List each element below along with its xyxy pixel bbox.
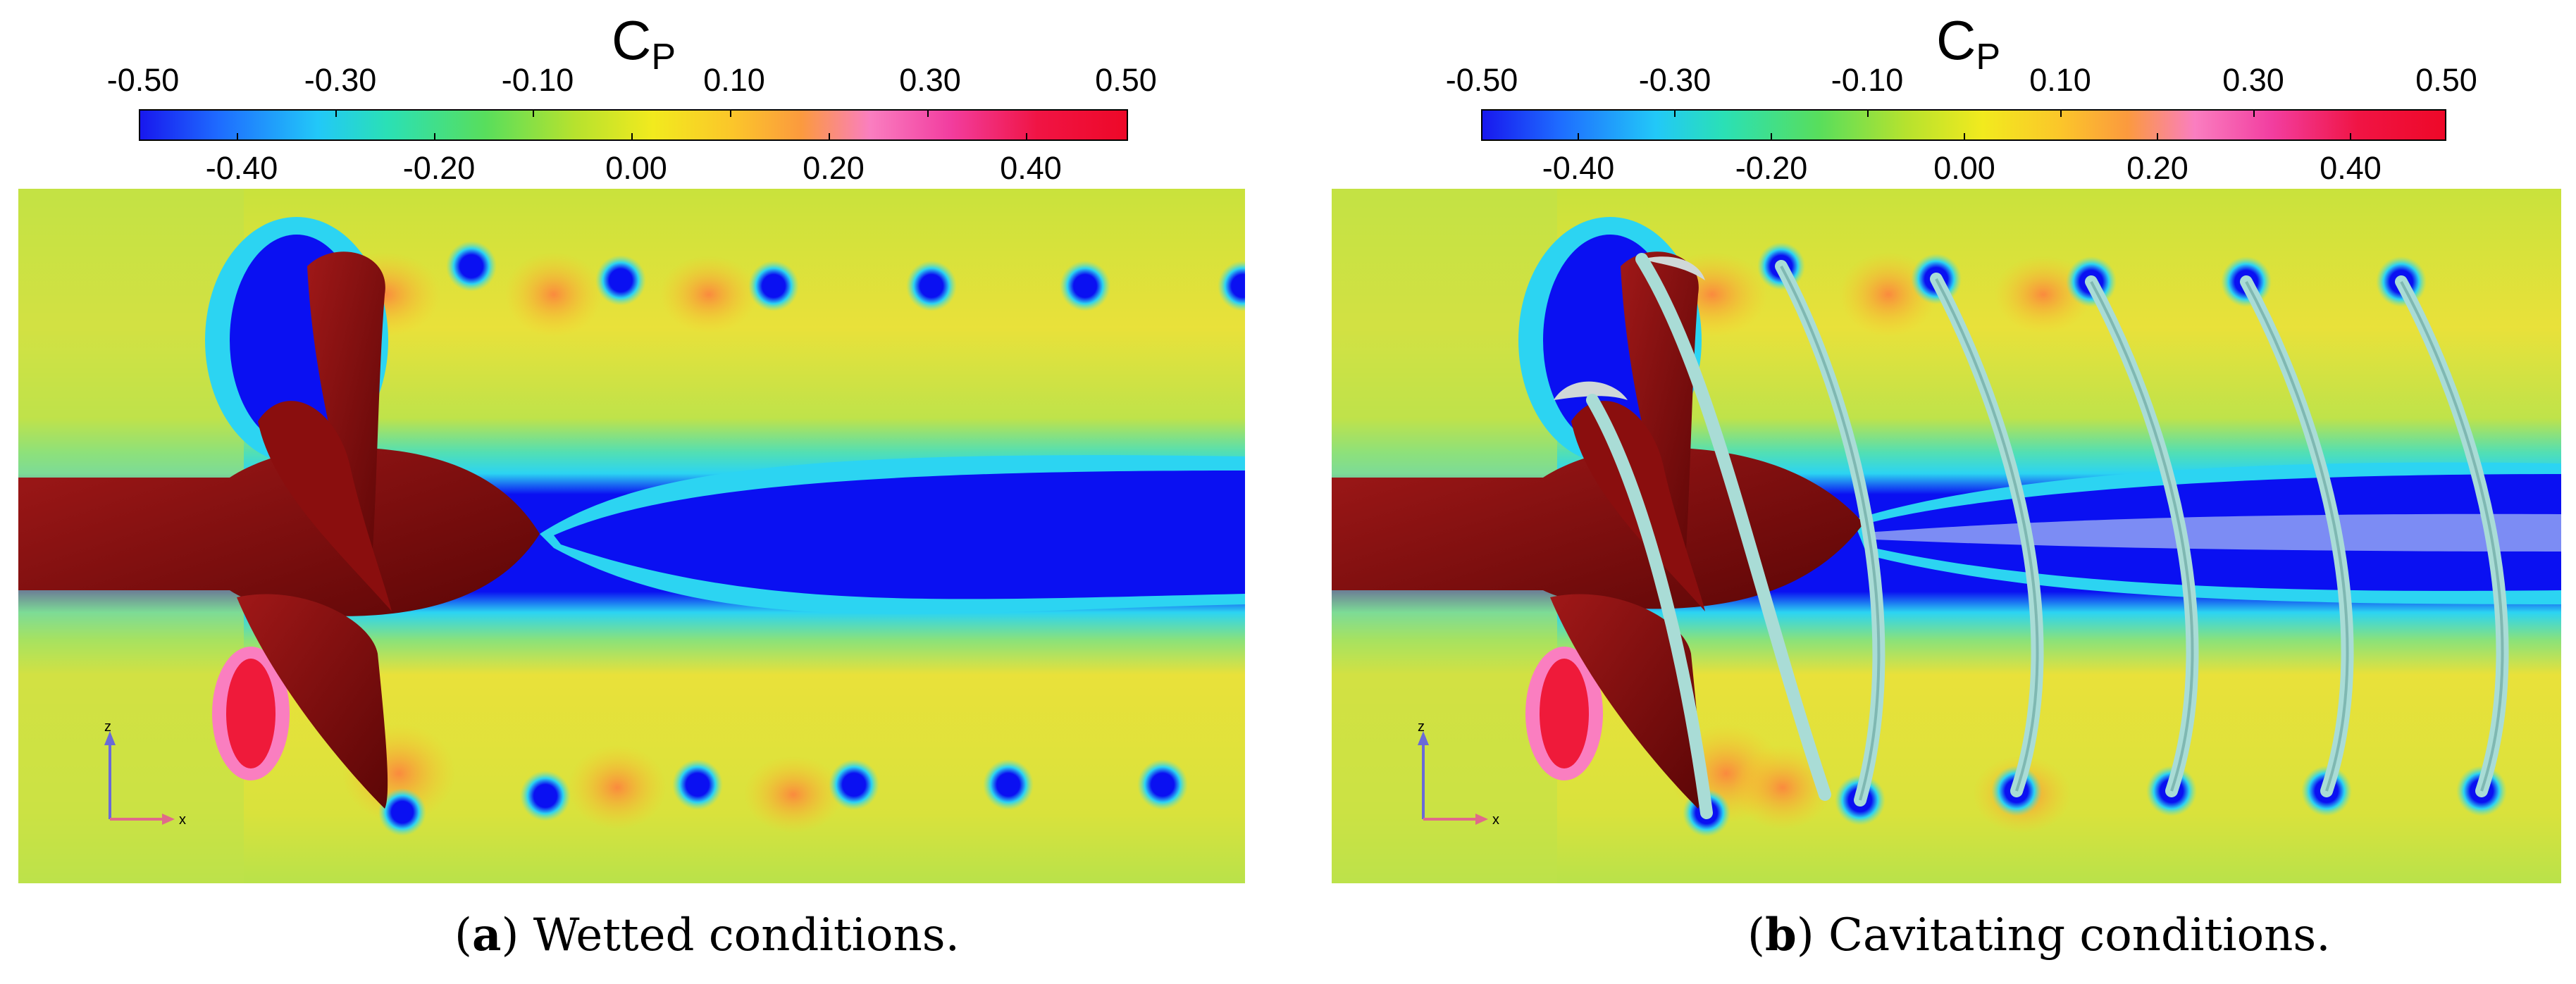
tick-label: -0.10 — [501, 62, 574, 98]
tick-mark — [1867, 109, 1869, 117]
colorbar-title: CP — [1936, 9, 2001, 77]
tick-mark — [237, 133, 238, 141]
tick-label: 0.10 — [703, 62, 765, 98]
tick-mark — [1674, 109, 1676, 117]
tick-mark — [1026, 133, 1027, 141]
tick-label: -0.30 — [304, 62, 377, 98]
tick-label: 0.30 — [2222, 62, 2284, 98]
colorbar-title: CP — [612, 9, 676, 77]
axis-z-label: z — [104, 719, 111, 735]
panel-wetted: CP -0.50 -0.30 -0.10 0.10 0.30 0.50 -0.4… — [0, 0, 1268, 984]
tick-label: -0.20 — [402, 150, 476, 186]
tick-mark — [335, 109, 337, 117]
tick-mark — [2157, 133, 2158, 141]
panel-cavitating: CP -0.50 -0.30 -0.10 0.10 0.30 0.50 -0.4… — [1325, 0, 2576, 984]
tick-mark — [533, 109, 534, 117]
axis-x-label: x — [1492, 812, 1499, 828]
tick-label: 0.20 — [2126, 150, 2188, 186]
tick-label: -0.50 — [1445, 62, 1518, 98]
colorbar — [139, 109, 1128, 141]
tick-mark — [434, 133, 435, 141]
tick-label: -0.30 — [1638, 62, 1711, 98]
tick-label: -0.50 — [106, 62, 180, 98]
tick-mark — [730, 109, 731, 117]
tick-label: -0.10 — [1831, 62, 1904, 98]
tick-mark — [2350, 133, 2351, 141]
tick-label: -0.40 — [205, 150, 278, 186]
tick-label: 0.00 — [605, 150, 667, 186]
tick-mark — [829, 133, 830, 141]
tick-label: 0.50 — [2415, 62, 2477, 98]
tick-mark — [1578, 133, 1579, 141]
tick-label: -0.40 — [1542, 150, 1615, 186]
tick-label: 0.00 — [1933, 150, 1995, 186]
tick-mark — [927, 109, 929, 117]
axis-z-label: z — [1418, 719, 1425, 735]
tick-label: 0.30 — [899, 62, 961, 98]
tick-label: 0.10 — [2029, 62, 2091, 98]
tick-label: -0.20 — [1735, 150, 1808, 186]
tick-mark — [631, 133, 633, 141]
tick-mark — [2253, 109, 2255, 117]
tick-mark — [2060, 109, 2062, 117]
tick-label: 0.40 — [1000, 150, 1062, 186]
tick-label: 0.20 — [803, 150, 865, 186]
axis-x-label: x — [179, 812, 186, 828]
tick-label: 0.40 — [2320, 150, 2382, 186]
tick-mark — [1771, 133, 1772, 141]
caption-a: (a) Wetted conditions. — [454, 909, 960, 961]
tick-mark — [1964, 133, 1965, 141]
pressure-field-image: z x — [18, 189, 1245, 883]
pressure-field-image: z x — [1332, 189, 2561, 883]
caption-b: (b) Cavitating conditions. — [1747, 909, 2331, 961]
tick-label: 0.50 — [1095, 62, 1157, 98]
